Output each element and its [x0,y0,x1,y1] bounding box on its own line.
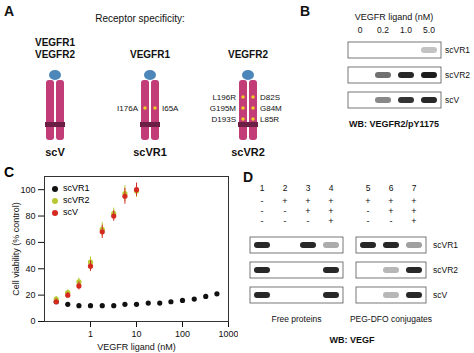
svg-text:+: + [282,196,287,206]
svg-text:100: 100 [20,185,35,195]
html-text:C: C [4,164,15,180]
svg-text:Cell viability (% control): Cell viability (% control) [11,202,21,296]
svg-text:+: + [411,216,416,226]
svg-text:VEGFR2: VEGFR2 [35,49,75,60]
svg-text:+: + [411,196,416,206]
svg-text:G195M: G195M [210,104,237,113]
svg-text:+: + [365,196,370,206]
svg-text:-: - [307,216,310,226]
svg-text:I176A: I176A [117,104,139,113]
svg-text:D: D [243,169,253,185]
svg-text:3: 3 [306,183,311,193]
svg-text:I65A: I65A [162,104,179,113]
svg-text:2: 2 [283,183,288,193]
svg-text:VEGFR1: VEGFR1 [35,37,75,48]
svg-text:D82S: D82S [260,93,280,102]
svg-text:80: 80 [25,211,35,221]
svg-text:5: 5 [366,183,371,193]
svg-text:VEGFR ligand (nM): VEGFR ligand (nM) [97,342,176,352]
svg-text:VEGFR ligand (nM): VEGFR ligand (nM) [355,12,434,22]
svg-text:-: - [261,196,264,206]
svg-text:+: + [328,196,333,206]
svg-text:20: 20 [25,290,35,300]
svg-text:+: + [328,216,333,226]
svg-text:10: 10 [131,329,141,339]
svg-text:scV: scV [445,95,460,105]
svg-text:+: + [411,206,416,216]
svg-text:scVR2: scVR2 [433,265,458,275]
svg-text:scVR2: scVR2 [445,70,470,80]
svg-text:scV: scV [45,146,65,158]
svg-text:D193S: D193S [212,115,236,124]
svg-text:100: 100 [175,329,190,339]
svg-text:L196R: L196R [212,93,236,102]
svg-text:A: A [4,3,14,19]
html-text:scVR1: scVR1 [63,183,90,193]
svg-text:1000: 1000 [218,329,238,339]
svg-text:40: 40 [25,264,35,274]
svg-text:B: B [300,3,310,19]
svg-text:WB: VEGF: WB: VEGF [330,335,375,345]
svg-text:5.0: 5.0 [423,25,435,35]
svg-text:1: 1 [88,329,93,339]
svg-text:0: 0 [358,25,363,35]
svg-text:-: - [261,216,264,226]
svg-text:0: 0 [30,316,35,326]
svg-text:scVR1: scVR1 [445,45,470,55]
svg-text:+: + [328,206,333,216]
svg-text:-: - [284,216,287,226]
svg-text:+: + [305,206,310,216]
svg-text:Receptor specificity:: Receptor specificity: [95,13,184,24]
svg-text:Free proteins: Free proteins [271,314,321,324]
svg-text:-: - [261,206,264,216]
html-text:scV: scV [63,207,78,217]
svg-text:4: 4 [329,183,334,193]
svg-text:+: + [388,206,393,216]
svg-text:WB: VEGFR2/pY1175: WB: VEGFR2/pY1175 [349,119,439,129]
svg-text:scV: scV [433,290,448,300]
svg-text:scVR2: scVR2 [231,146,265,158]
svg-text:-: - [367,206,370,216]
svg-text:-: - [367,216,370,226]
svg-text:VEGFR2: VEGFR2 [228,49,268,60]
svg-text:scVR1: scVR1 [133,146,167,158]
svg-text:1: 1 [260,183,265,193]
svg-text:-: - [284,206,287,216]
svg-text:+: + [305,196,310,206]
svg-text:G84M: G84M [260,104,282,113]
svg-text:PEG-DFO conjugates: PEG-DFO conjugates [350,314,432,324]
svg-text:+: + [388,196,393,206]
html-text:scVR2: scVR2 [63,195,90,205]
svg-text:6: 6 [389,183,394,193]
svg-text:1.0: 1.0 [400,25,412,35]
svg-text:VEGFR1: VEGFR1 [130,49,170,60]
svg-text:scVR1: scVR1 [433,240,458,250]
svg-text:L85R: L85R [260,115,279,124]
svg-text:60: 60 [25,237,35,247]
svg-text:-: - [390,216,393,226]
svg-text:7: 7 [412,183,417,193]
svg-text:0.2: 0.2 [377,25,389,35]
